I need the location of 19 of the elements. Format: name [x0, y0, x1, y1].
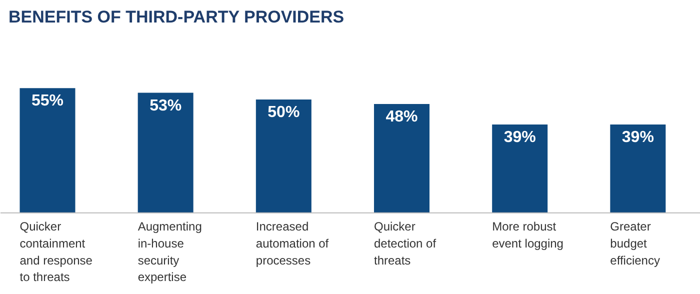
- bar: [256, 100, 312, 213]
- bar: [138, 92, 194, 213]
- x-tick-label: Quicker detection of threats: [374, 220, 437, 268]
- data-label: 39%: [622, 128, 654, 146]
- data-label: 55%: [31, 92, 64, 110]
- x-tick-label: Quicker containment and response to threats: [20, 220, 93, 284]
- data-label: 50%: [268, 104, 300, 122]
- data-label: 48%: [386, 108, 418, 126]
- data-label: 39%: [504, 128, 536, 146]
- data-label: 53%: [150, 97, 182, 114]
- bar: [374, 104, 430, 213]
- bar: [20, 88, 76, 213]
- x-tick-label: Greater budget efficiency: [610, 220, 660, 268]
- bar: [492, 124, 548, 213]
- x-tick-label: Augmenting in-house security expertise: [138, 220, 202, 284]
- x-tick-label: Increased automation of processes: [256, 220, 330, 268]
- bar: [610, 124, 666, 213]
- chart-title: BENEFITS OF THIRD-PARTY PROVIDERS: [8, 8, 344, 26]
- x-tick-label: More robust event logging: [492, 220, 564, 250]
